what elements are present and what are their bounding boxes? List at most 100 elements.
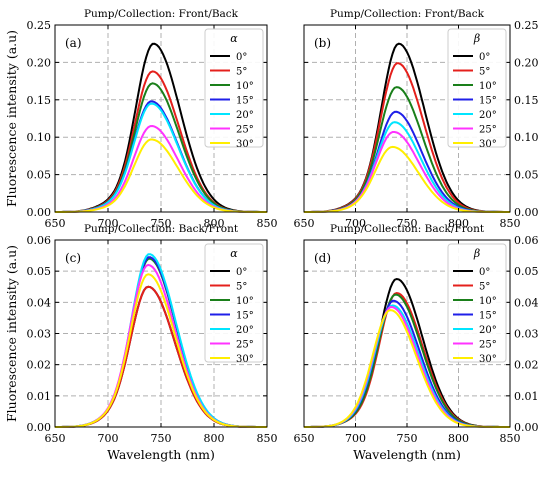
y-tick-label: 0.00	[514, 206, 539, 219]
x-tick-label: 750	[151, 432, 172, 445]
legend-box	[447, 28, 507, 148]
legend-label: 10°	[236, 296, 254, 307]
y-tick-label: 0.05	[514, 265, 539, 278]
legend-label: 10°	[479, 296, 497, 307]
panel-a: 650 700 750 800 850 0.00 0.05 0.10 0.15 0.20 0.25 P…	[4, 8, 278, 230]
y-tick-label: 0.01	[514, 390, 539, 403]
legend-label: 20°	[236, 325, 254, 336]
y-tick-label: 0.03	[27, 328, 52, 341]
panel-label: (d)	[314, 251, 331, 265]
legend-label: 20°	[479, 110, 497, 121]
y-tick-label: 0.00	[27, 206, 52, 219]
x-tick-label: 800	[448, 432, 469, 445]
x-tick-label: 700	[98, 217, 119, 230]
panel-title: Pump/Collection: Back/Front	[84, 223, 239, 235]
legend: β 0° 5° 10° 15° 20° 25° 30°	[447, 243, 507, 365]
panel-label: (a)	[65, 36, 82, 50]
legend-box	[204, 243, 264, 363]
legend-box	[447, 243, 507, 363]
x-tick-label: 700	[345, 432, 366, 445]
y-tick-label: 0.20	[514, 56, 539, 69]
legend-label: 30°	[236, 139, 254, 150]
x-tick-label: 850	[500, 432, 521, 445]
legend-label: 30°	[236, 354, 254, 365]
x-tick-label: 650	[294, 432, 315, 445]
y-tick-label: 0.00	[27, 421, 52, 434]
legend-label: 15°	[236, 96, 254, 107]
y-tick-label: 0.10	[27, 131, 52, 144]
y-tick-label: 0.02	[27, 359, 52, 372]
legend-label: 0°	[236, 267, 247, 278]
legend: α 0° 5° 10° 15° 20° 25° 30°	[204, 28, 264, 150]
legend-label: 30°	[479, 139, 497, 150]
legend-label: 5°	[236, 67, 247, 78]
panel-c: 650 700 750 800 850 0.00 0.01 0.02 0.03 0.04 0.05 0…	[4, 223, 278, 462]
x-tick-label: 650	[294, 217, 315, 230]
legend: α 0° 5° 10° 15° 20° 25° 30°	[204, 243, 264, 365]
legend-title: α	[230, 32, 238, 45]
x-axis-label: Wavelength (nm)	[107, 447, 215, 462]
legend-label: 10°	[236, 81, 254, 92]
y-tick-label: 0.01	[27, 390, 52, 403]
legend-title: β	[473, 247, 480, 260]
y-tick-label: 0.15	[514, 94, 539, 107]
panel-label: (b)	[314, 36, 331, 50]
y-tick-label: 0.25	[27, 19, 52, 32]
y-tick-label: 0.00	[514, 421, 539, 434]
y-tick-label: 0.06	[27, 234, 52, 247]
legend-label: 15°	[479, 311, 497, 322]
legend-title: β	[473, 32, 480, 45]
panel-title: Pump/Collection: Front/Back	[84, 8, 239, 20]
x-tick-label: 800	[204, 432, 225, 445]
y-tick-label: 0.02	[514, 359, 539, 372]
y-tick-label: 0.03	[514, 328, 539, 341]
legend-label: 0°	[236, 52, 247, 63]
legend-label: 15°	[479, 96, 497, 107]
y-axis-label: Fluorescence intensity (a.u)	[4, 30, 19, 207]
y-axis-label: Fluorescence intensity (a.u)	[4, 245, 19, 422]
y-tick-label: 0.05	[514, 169, 539, 182]
series-line	[55, 138, 267, 213]
legend-box	[204, 28, 264, 148]
x-axis-label: Wavelength (nm)	[353, 447, 461, 462]
panel-title: Pump/Collection: Front/Back	[330, 8, 485, 20]
legend-label: 0°	[479, 267, 490, 278]
x-tick-label: 850	[257, 217, 278, 230]
y-tick-label: 0.04	[514, 296, 539, 309]
legend-title: α	[230, 247, 238, 260]
x-tick-label: 700	[345, 217, 366, 230]
legend-label: 20°	[479, 325, 497, 336]
x-tick-label: 700	[98, 432, 119, 445]
y-tick-label: 0.05	[27, 169, 52, 182]
x-tick-label: 850	[500, 217, 521, 230]
series-line	[55, 273, 267, 428]
legend-label: 20°	[236, 110, 254, 121]
panel-label: (c)	[65, 251, 81, 265]
x-tick-label: 800	[204, 217, 225, 230]
legend-label: 15°	[236, 311, 254, 322]
legend: β 0° 5° 10° 15° 20° 25° 30°	[447, 28, 507, 150]
panel-title: Pump/Collection: Back/Front	[330, 223, 485, 235]
y-tick-label: 0.15	[27, 94, 52, 107]
x-tick-label: 650	[45, 432, 66, 445]
legend-label: 30°	[479, 354, 497, 365]
y-tick-label: 0.06	[514, 234, 539, 247]
legend-label: 5°	[236, 282, 247, 293]
x-tick-label: 750	[397, 217, 418, 230]
legend-label: 25°	[479, 125, 497, 136]
x-tick-label: 850	[257, 432, 278, 445]
legend-label: 25°	[236, 125, 254, 136]
legend-label: 25°	[479, 340, 497, 351]
legend-label: 25°	[236, 340, 254, 351]
x-tick-label: 650	[45, 217, 66, 230]
y-tick-label: 0.25	[514, 19, 539, 32]
y-tick-label: 0.05	[27, 265, 52, 278]
x-tick-label: 750	[151, 217, 172, 230]
x-tick-label: 750	[397, 432, 418, 445]
legend-label: 10°	[479, 81, 497, 92]
x-tick-label: 800	[448, 217, 469, 230]
legend-label: 0°	[479, 52, 490, 63]
